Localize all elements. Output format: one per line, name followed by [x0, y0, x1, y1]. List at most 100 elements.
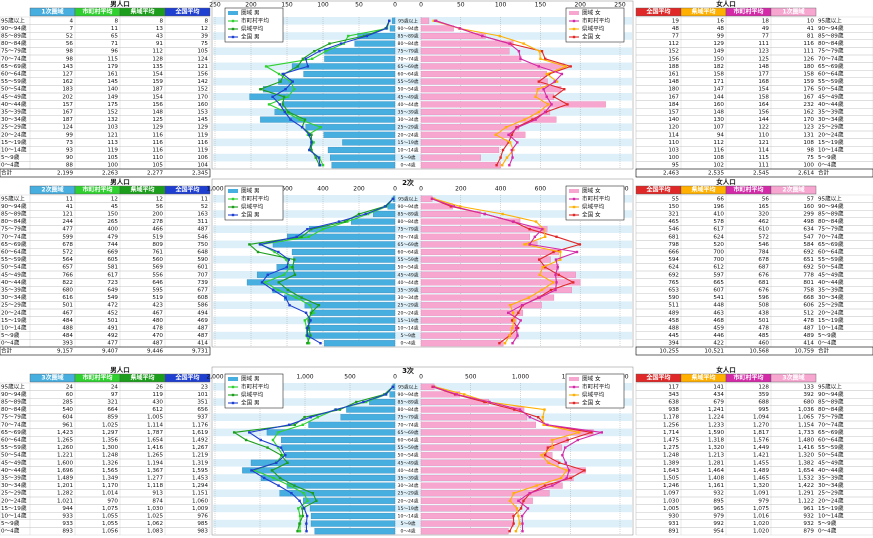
cell-value: 665	[713, 280, 724, 286]
age-axis-label: 25～29歳	[398, 302, 419, 309]
cell-value: 176	[803, 87, 814, 93]
cell-value: 343	[668, 392, 679, 398]
cell-value: 179	[107, 64, 118, 70]
cell-value: 649	[107, 288, 118, 294]
cell-value: 351	[197, 400, 208, 406]
line-marker	[555, 281, 558, 284]
age-label: 0～4歳	[1, 339, 20, 347]
cell-value: 932	[803, 521, 814, 527]
bar-male	[310, 520, 396, 527]
row-border	[0, 153, 211, 162]
age-axis-label: 0～4歳	[400, 528, 415, 535]
cell-value: 1,248	[102, 453, 118, 459]
x-tick-label: 0	[393, 374, 397, 381]
cell-value: 321	[107, 400, 118, 406]
total-value: 9,407	[102, 349, 118, 355]
cell-value: 100	[803, 163, 814, 169]
age-axis-label: 60～64歳	[398, 71, 419, 78]
line-marker	[276, 446, 280, 449]
cell-value: 160	[713, 102, 724, 108]
line-male	[247, 386, 394, 532]
age-label: 90～94歳	[1, 24, 27, 32]
row-border	[0, 316, 211, 325]
line-marker	[507, 133, 510, 136]
age-label: 80～84歳	[1, 217, 27, 225]
legend-label: 県域平均	[582, 25, 605, 33]
cell-value: 933	[62, 521, 73, 527]
cell-value: 1,277	[147, 476, 163, 482]
age-axis-label: 60～64歳	[398, 437, 419, 444]
column-header-cell	[164, 7, 211, 17]
line-marker	[291, 266, 294, 269]
line-marker	[288, 484, 291, 487]
line-marker	[590, 431, 593, 434]
cell-value: 171	[713, 79, 724, 85]
cell-value: 133	[803, 384, 814, 390]
age-axis-label: 45～49歳	[398, 93, 419, 100]
cell-value: 145	[107, 79, 118, 85]
cell-value: 41	[66, 204, 74, 210]
line-marker	[542, 423, 545, 426]
line-marker	[483, 400, 486, 404]
cell-value: 1,221	[57, 453, 73, 459]
bar-female	[420, 444, 563, 451]
cell-value: 103	[668, 148, 679, 154]
age-label: 30～34歳	[818, 293, 844, 301]
age-label: 95歳以上	[818, 16, 842, 24]
cell-value: 596	[758, 295, 769, 301]
cell-value: 75	[807, 155, 815, 161]
cell-value: 594	[668, 257, 679, 263]
cell-value: 487	[197, 227, 208, 233]
cell-value: 501	[107, 318, 118, 324]
cell-value: 547	[803, 234, 814, 240]
cell-value: 546	[758, 242, 769, 248]
legend-swatch	[228, 189, 238, 193]
age-axis-label: 80～84歳	[398, 40, 419, 47]
cell-value: 1,213	[708, 453, 724, 459]
age-label: 55～59歳	[1, 77, 27, 85]
cell-value: 488	[668, 326, 679, 332]
total-value: 2,263	[102, 171, 118, 177]
cell-value: 90	[66, 155, 74, 161]
age-label: 45～49歳	[1, 270, 27, 278]
cell-value: 95	[672, 163, 680, 169]
line-marker	[533, 235, 537, 238]
line-marker	[260, 281, 264, 284]
line-marker	[277, 250, 280, 254]
column-header: 県域平均	[691, 8, 715, 16]
legend-swatch	[231, 205, 235, 209]
cell-value: 590	[668, 295, 679, 301]
age-axis-label: 30～34歳	[398, 482, 419, 489]
line-marker	[284, 258, 288, 261]
group-header: 男人口	[109, 177, 130, 186]
age-label: 55～59歳	[1, 255, 27, 263]
cell-value: 608	[197, 295, 208, 301]
age-label: 70～74歳	[1, 420, 27, 428]
cell-value: 11	[111, 26, 119, 32]
age-label: 30～34歳	[818, 115, 844, 123]
cell-value: 489	[668, 310, 679, 316]
line-marker	[537, 80, 541, 83]
cell-value: 1,281	[708, 460, 724, 466]
bar-male	[305, 124, 396, 131]
cell-value: 152	[668, 49, 679, 55]
cell-value: 617	[713, 227, 724, 233]
age-label: 70～74歳	[818, 232, 844, 240]
cell-value: 159	[152, 79, 163, 85]
line-marker	[538, 258, 541, 261]
bar-female	[420, 309, 524, 316]
legend-swatch	[231, 401, 235, 405]
line-marker	[547, 72, 551, 76]
cell-value: 1,465	[753, 476, 769, 482]
cell-value: 1,260	[57, 445, 73, 451]
line-marker	[318, 164, 322, 167]
bar-male	[302, 497, 396, 504]
line-marker	[310, 141, 313, 144]
cell-value: 123	[758, 49, 769, 55]
line-marker	[517, 311, 520, 314]
total-value: 2,545	[753, 171, 769, 177]
line-marker	[481, 34, 484, 38]
line-marker	[543, 110, 547, 114]
cell-value: 81	[807, 34, 815, 40]
